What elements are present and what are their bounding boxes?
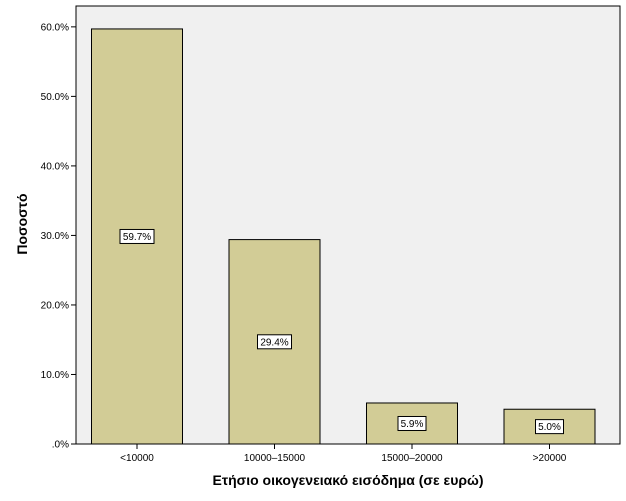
data-label: 29.4%: [260, 337, 288, 348]
data-label-box: [535, 419, 564, 435]
data-label-box: [257, 334, 292, 350]
y-tick-label: 60.0%: [41, 22, 69, 33]
y-tick-label: 20.0%: [41, 300, 69, 311]
y-axis-title: Ποσοστό: [14, 193, 30, 254]
data-label-box: [119, 228, 155, 244]
data-label: 5.9%: [401, 419, 424, 430]
y-tick-label: 40.0%: [41, 161, 69, 172]
y-axis-ticks: .0% 10.0% 20.0% 30.0% 40.0% 50.0% 60.0%: [41, 22, 76, 451]
y-tick-label: 30.0%: [41, 231, 69, 242]
x-axis-ticks: <10000 10000–15000 15000–20000 >20000: [120, 444, 567, 464]
data-label-box: [397, 415, 427, 431]
x-tick-label: 15000–20000: [381, 453, 443, 464]
x-tick-label: 10000–15000: [244, 453, 306, 464]
x-axis-title: Ετήσιο οικογενειακό εισόδημα (σε ευρώ): [212, 472, 483, 488]
y-tick-label: 10.0%: [41, 370, 69, 381]
x-tick-label: >20000: [533, 453, 567, 464]
data-label: 5.0%: [538, 422, 561, 433]
y-tick-label: 50.0%: [41, 92, 69, 103]
y-tick-label: .0%: [52, 440, 69, 451]
data-label: 59.7%: [123, 232, 151, 243]
bars-group: 59.7% 29.4% 5.9% 5.0%: [91, 28, 596, 445]
x-tick-label: <10000: [120, 453, 154, 464]
